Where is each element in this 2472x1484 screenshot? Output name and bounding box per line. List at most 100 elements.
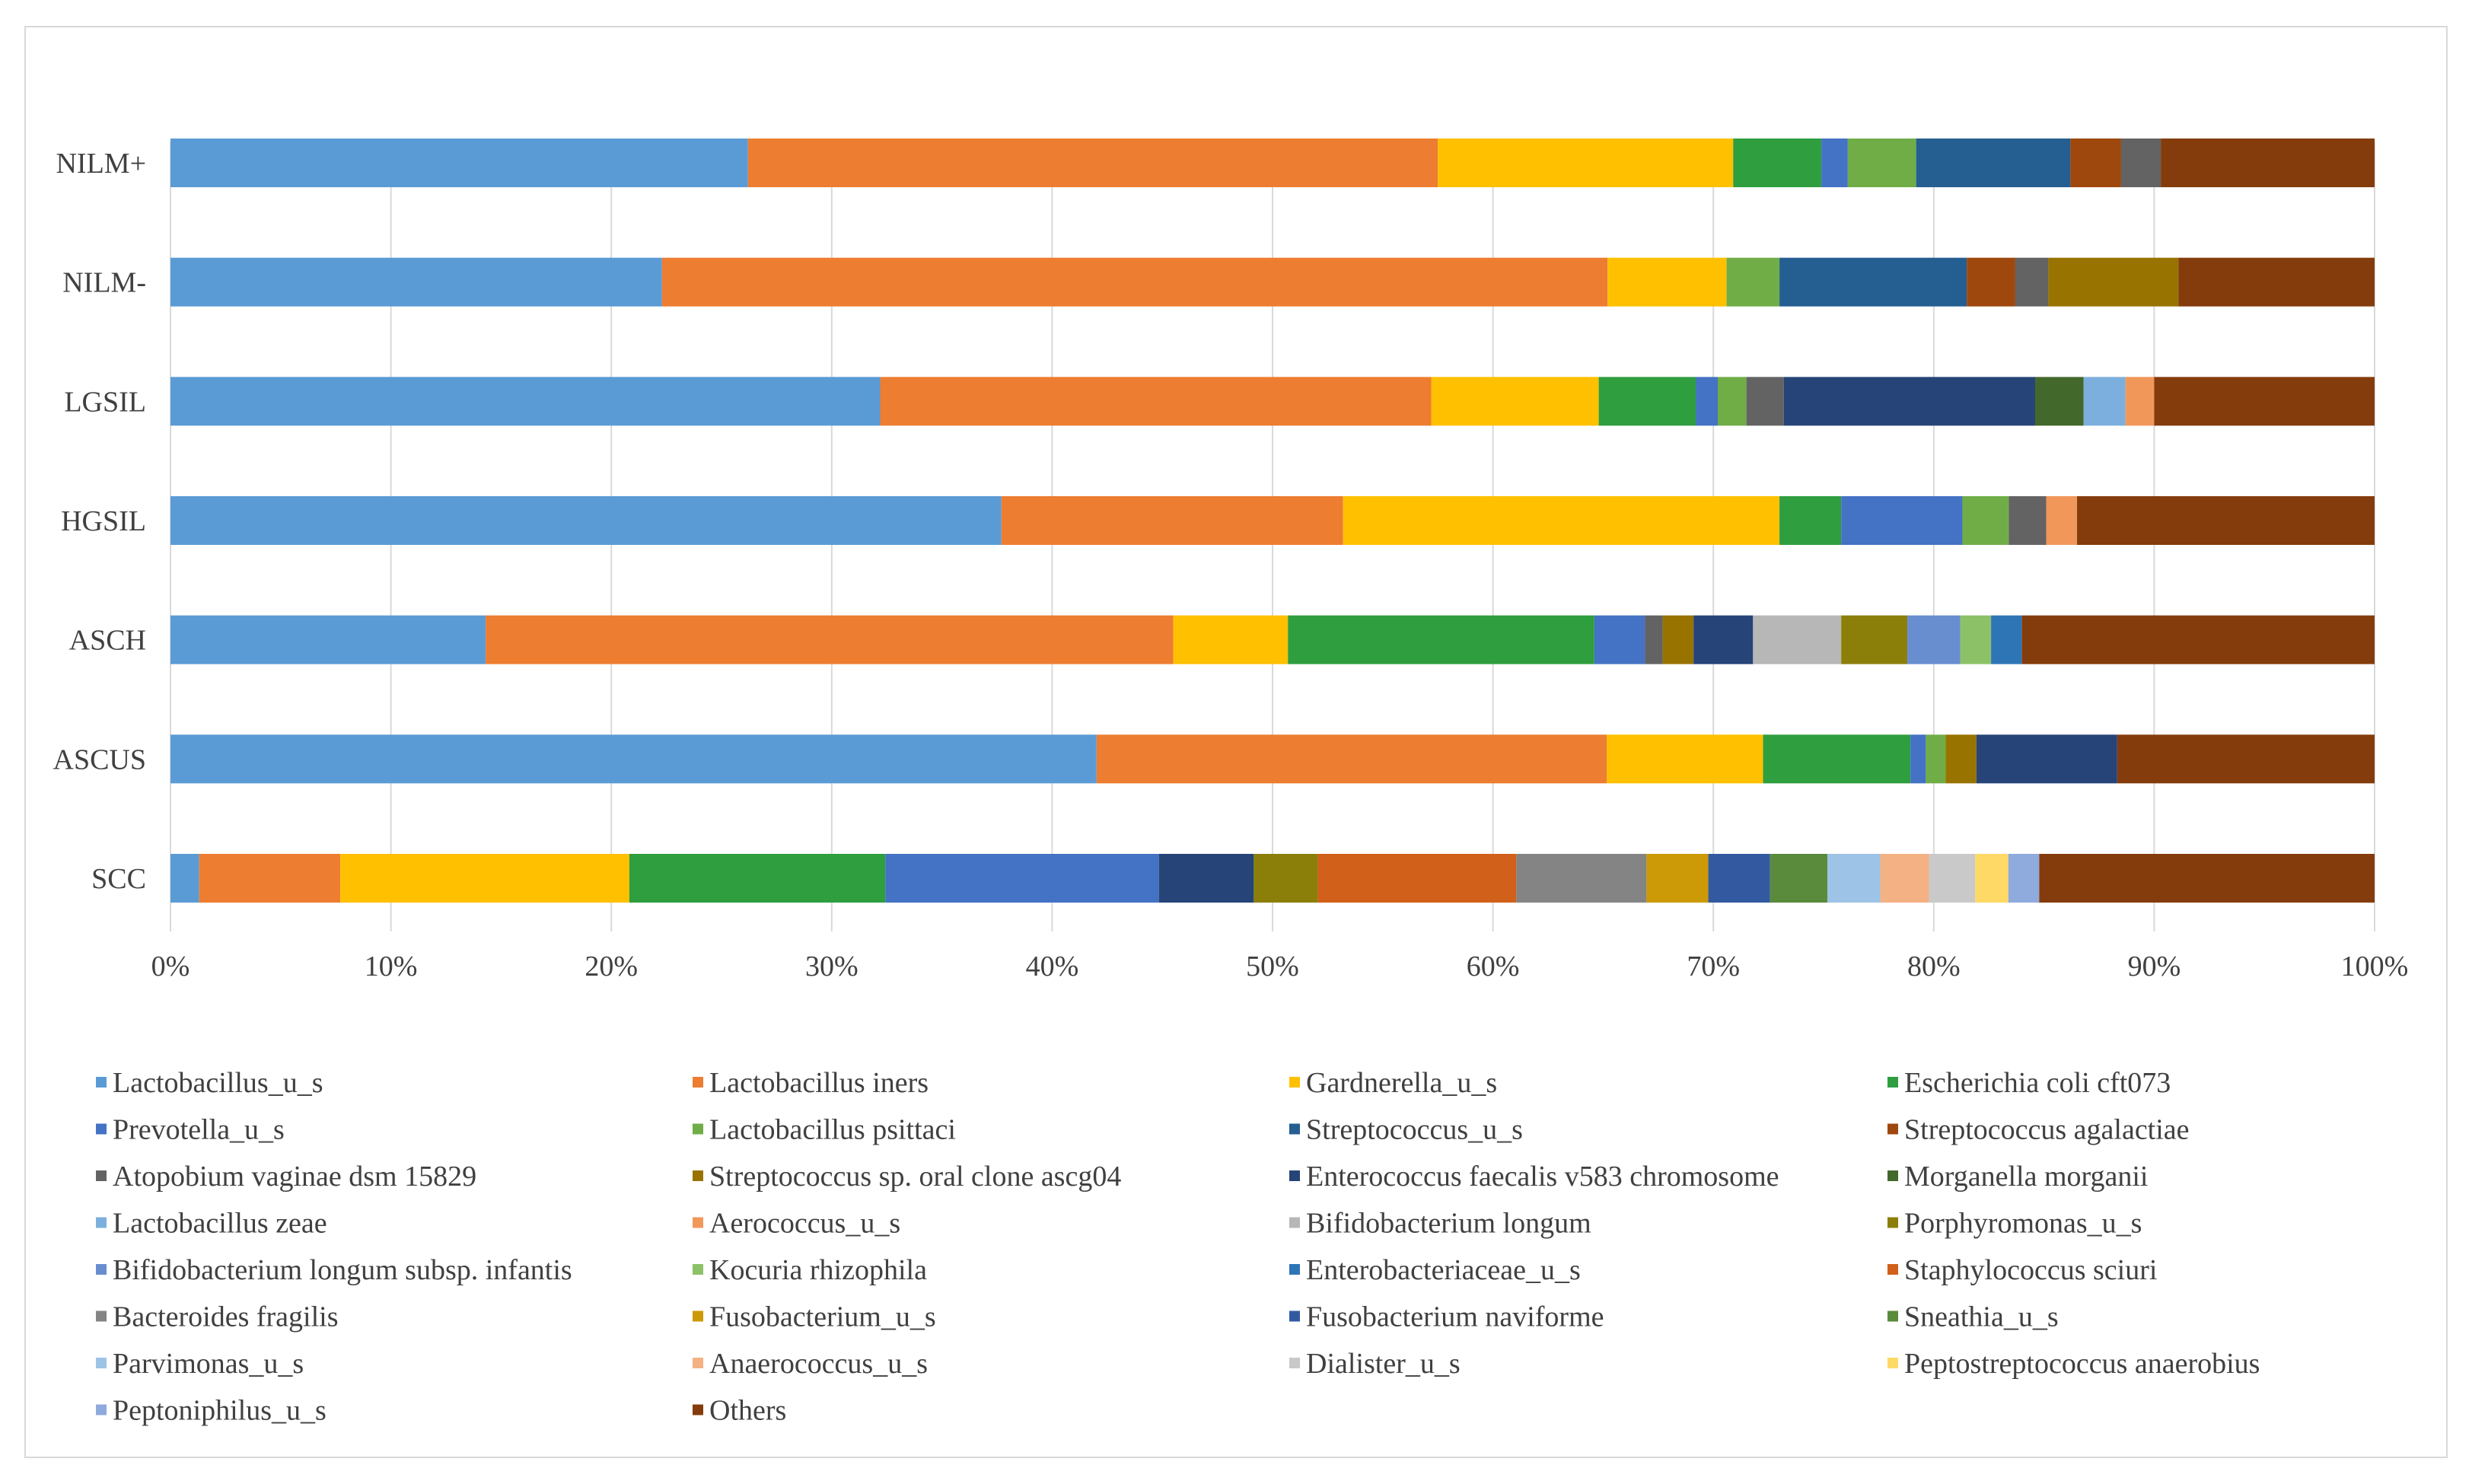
bar-ascus: ASCUS — Lactobacillus_u_s: 42.1 ASCUS — L…: [170, 734, 2375, 784]
legend-label: Peptostreptococcus anaerobius: [1904, 1348, 2260, 1380]
legend-swatch: [96, 1264, 107, 1275]
legend-item-escherichia-coli-cft073: Escherichia coli cft073: [1887, 1067, 2171, 1099]
legend-swatch: [1289, 1358, 1300, 1368]
legend-item-streptococcus-agalactiae: Streptococcus agalactiae: [1887, 1114, 2190, 1146]
segment-nilm-escherichia-coli-cft073: NILM+ — Escherichia coli cft073: 4: [1733, 139, 1822, 187]
x-tick-label: 90%: [2128, 951, 2181, 982]
legend-item-fusobacterium-naviforme: Fusobacterium naviforme: [1289, 1301, 1604, 1333]
legend-item-gardnerella-u-s: Gardnerella_u_s: [1289, 1067, 1497, 1099]
legend-swatch: [693, 1217, 703, 1228]
legend-label: Gardnerella_u_s: [1306, 1067, 1497, 1099]
legend-swatch: [1289, 1123, 1300, 1135]
segment-ascus-lactobacillus-u-s: ASCUS — Lactobacillus_u_s: 42.1: [170, 734, 1097, 784]
segment-scc-sneathia-u-s: SCC — Sneathia_u_s: 2.6: [1770, 854, 1828, 903]
segment-asch-porphyromonas-u-s: ASCH — Porphyromonas_u_s: 3: [1841, 615, 1908, 664]
segment-scc-prevotella-u-s: SCC — Prevotella_u_s: 12.4: [885, 854, 1159, 903]
legend-swatch: [1887, 1123, 1898, 1135]
legend-item-sneathia-u-s: Sneathia_u_s: [1887, 1301, 2059, 1333]
legend-swatch: [693, 1123, 703, 1135]
legend-item-streptococcus-sp-oral-clone-ascg04: Streptococcus sp. oral clone ascg04: [693, 1161, 1121, 1193]
segment-lgsil-others: LGSIL — Others: 10: [2154, 377, 2375, 426]
legend-label: Anaerococcus_u_s: [709, 1348, 928, 1380]
segment-scc-staphylococcus-sciuri: SCC — Staphylococcus sciuri: 9: [1317, 854, 1517, 903]
segment-asch-enterococcus-faecalis-v583-chromosome: ASCH — Enterococcus faecalis v583 chromo…: [1693, 615, 1754, 664]
category-label-asch: ASCH: [69, 625, 146, 657]
bar-nilm: NILM+ — Lactobacillus_u_s: 26.2NILM+ — L…: [170, 139, 2375, 187]
segment-hgsil-lactobacillus-iners: HGSIL — Lactobacillus iners: 15.5: [1001, 496, 1343, 545]
legend-label: Others: [709, 1395, 786, 1427]
segment-hgsil-aerococcus-u-s: HGSIL — Aerococcus_u_s: 1.4: [2046, 496, 2078, 545]
legend-item-peptostreptococcus-anaerobius: Peptostreptococcus anaerobius: [1887, 1348, 2260, 1380]
legend-item-prevotella-u-s: Prevotella_u_s: [96, 1114, 285, 1146]
segment-ascus-enterococcus-faecalis-v583-chromosome: ASCUS — Enterococcus faecalis v583 chrom…: [1976, 734, 2117, 784]
legend-swatch: [1887, 1170, 1898, 1181]
legend-swatch: [1289, 1170, 1300, 1181]
segment-nilm-lactobacillus-iners: NILM+ — Lactobacillus iners: 31.3: [747, 139, 1438, 187]
segment-scc-parvimonas-u-s: SCC — Parvimonas_u_s: 2.4: [1827, 854, 1881, 903]
segment-lgsil-lactobacillus-u-s: LGSIL — Lactobacillus_u_s: 32.2: [170, 377, 881, 426]
bar-asch: ASCH — Lactobacillus_u_s: 14.3ASCH — Lac…: [170, 615, 2375, 664]
segment-asch-lactobacillus-u-s: ASCH — Lactobacillus_u_s: 14.3: [170, 615, 486, 664]
legend-label: Streptococcus_u_s: [1306, 1114, 1523, 1146]
x-tick-label: 40%: [1026, 951, 1079, 982]
bar-nilm: NILM- — Lactobacillus_u_s: 22.3NILM- — L…: [170, 257, 2375, 307]
segment-ascus-gardnerella-u-s: ASCUS — Gardnerella_u_s: 7.1: [1607, 734, 1763, 784]
segment-asch-enterobacteriaceae-u-s: ASCH — Enterobacteriaceae_u_s: 1.4: [1991, 615, 2022, 664]
segment-lgsil-atopobium-vaginae-dsm-15829: LGSIL — Atopobium vaginae dsm 15829: 1.7: [1746, 377, 1784, 426]
segment-hgsil-lactobacillus-psittaci: HGSIL — Lactobacillus psittaci: 2.1: [1962, 496, 2009, 545]
legend-item-atopobium-vaginae-dsm-15829: Atopobium vaginae dsm 15829: [96, 1161, 476, 1193]
category-label-ascus: ASCUS: [53, 744, 147, 775]
segment-hgsil-lactobacillus-u-s: HGSIL — Lactobacillus_u_s: 37.7: [170, 496, 1002, 545]
segment-ascus-lactobacillus-psittaci: ASCUS — Lactobacillus psittaci: 0.9: [1926, 734, 1946, 784]
segment-hgsil-others: HGSIL — Others: 13.5: [2077, 496, 2375, 545]
legend-label: Bifidobacterium longum subsp. infantis: [113, 1254, 572, 1286]
segment-asch-bifidobacterium-longum: ASCH — Bifidobacterium longum: 4: [1753, 615, 1842, 664]
legend-label: Bifidobacterium longum: [1306, 1208, 1591, 1240]
legend-swatch: [96, 1310, 107, 1322]
legend-swatch: [96, 1123, 107, 1135]
legend-item-fusobacterium-u-s: Fusobacterium_u_s: [693, 1301, 936, 1333]
legend-item-kocuria-rhizophila: Kocuria rhizophila: [693, 1254, 927, 1286]
legend-swatch: [1289, 1077, 1300, 1088]
legend-label: Sneathia_u_s: [1904, 1301, 2059, 1333]
segment-nilm-lactobacillus-iners: NILM- — Lactobacillus iners: 42.9: [661, 257, 1608, 307]
segment-nilm-atopobium-vaginae-dsm-15829: NILM- — Atopobium vaginae dsm 15829: 1.5: [2015, 257, 2049, 307]
legend-swatch: [693, 1077, 703, 1088]
x-tick-label: 60%: [1467, 951, 1520, 982]
category-labels: NILM+ NILM- LGSIL HGSIL ASCH ASCUS SCC: [53, 148, 147, 895]
x-tick-label: 80%: [1907, 951, 1961, 982]
legend-item-dialister-u-s: Dialister_u_s: [1289, 1348, 1461, 1380]
legend-item-bifidobacterium-longum: Bifidobacterium longum: [1289, 1208, 1591, 1240]
segment-asch-prevotella-u-s: ASCH — Prevotella_u_s: 2.3: [1594, 615, 1645, 664]
x-tick-label: 10%: [365, 951, 418, 982]
segment-nilm-streptococcus-agalactiae: NILM- — Streptococcus agalactiae: 2.2: [1967, 257, 2015, 307]
segment-lgsil-aerococcus-u-s: LGSIL — Aerococcus_u_s: 1.3: [2125, 377, 2155, 426]
segment-scc-others: SCC — Others: 15.2: [2039, 854, 2375, 903]
legend-item-bifidobacterium-longum-subsp-infantis: Bifidobacterium longum subsp. infantis: [96, 1254, 572, 1286]
legend-swatch: [1887, 1264, 1898, 1275]
segment-nilm-others: NILM+ — Others: 9.7: [2161, 139, 2375, 187]
segment-hgsil-gardnerella-u-s: HGSIL — Gardnerella_u_s: 19.8: [1343, 496, 1780, 545]
legend-label: Lactobacillus_u_s: [113, 1067, 323, 1099]
segment-scc-bacteroides-fragilis: SCC — Bacteroides fragilis: 5.9: [1516, 854, 1647, 903]
x-tick-label: 100%: [2341, 951, 2409, 982]
segment-scc-lactobacillus-u-s: SCC — Lactobacillus_u_s: 1.3: [170, 854, 199, 903]
legend-label: Lactobacillus iners: [709, 1067, 929, 1099]
segment-nilm-lactobacillus-psittaci: NILM+ — Lactobacillus psittaci: 3.1: [1847, 139, 1916, 187]
x-tick-label: 70%: [1687, 951, 1740, 982]
legend: Lactobacillus_u_s Lactobacillus iners Gard…: [96, 1067, 2260, 1427]
segment-hgsil-atopobium-vaginae-dsm-15829: HGSIL — Atopobium vaginae dsm 15829: 1.7: [2008, 496, 2047, 545]
legend-label: Kocuria rhizophila: [709, 1254, 927, 1286]
legend-swatch: [693, 1170, 703, 1181]
segment-scc-dialister-u-s: SCC — Dialister_u_s: 2.1: [1929, 854, 1976, 903]
legend-swatch: [1289, 1310, 1300, 1322]
stacked-bar-chart: NILM+ — Lactobacillus_u_s: 26.2NILM+ — L…: [53, 139, 2409, 1427]
legend-item-lactobacillus-psittaci: Lactobacillus psittaci: [693, 1114, 956, 1146]
legend-swatch: [1289, 1264, 1300, 1275]
segment-lgsil-prevotella-u-s: LGSIL — Prevotella_u_s: 1: [1696, 377, 1718, 426]
segment-scc-peptoniphilus-u-s: SCC — Peptoniphilus_u_s: 1.4: [2008, 854, 2040, 903]
legend-label: Dialister_u_s: [1306, 1348, 1461, 1380]
legend-label: Lactobacillus zeae: [113, 1208, 327, 1240]
segment-nilm-lactobacillus-u-s: NILM+ — Lactobacillus_u_s: 26.2: [170, 139, 748, 187]
segment-scc-fusobacterium-naviforme: SCC — Fusobacterium naviforme: 2.8: [1708, 854, 1770, 903]
